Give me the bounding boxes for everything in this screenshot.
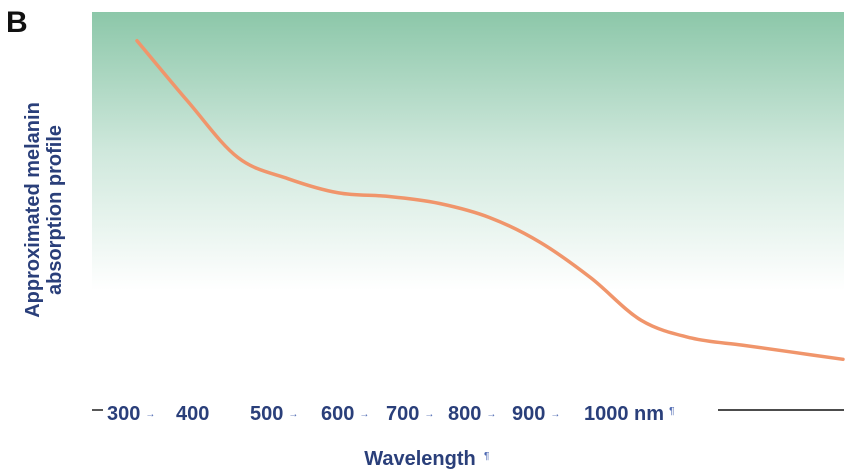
y-axis-label-line-1: Approximated melanin: [22, 102, 44, 318]
x-tick-label: 1000 nm: [584, 403, 664, 425]
x-tick-label: 600: [321, 403, 354, 425]
x-tick-label: 900: [512, 403, 545, 425]
pilcrow-mark: ¶: [669, 406, 674, 417]
tab-arrow-mark: →: [145, 409, 155, 420]
absorption-curve: [135, 38, 845, 362]
x-tick-label: 700: [386, 403, 419, 425]
y-axis-label-line-2: absorption profile: [44, 125, 66, 295]
tab-arrow-mark: →: [288, 409, 298, 420]
x-tick-label: 800: [448, 403, 481, 425]
tab-arrow-mark: →: [486, 409, 496, 420]
tab-arrow-mark: →: [359, 409, 369, 420]
x-tick-label: 300: [107, 403, 140, 425]
y-axis-label: Approximated melanin absorption profile: [22, 102, 66, 318]
tab-arrow-mark: →: [424, 409, 434, 420]
x-tick-label: 500: [250, 403, 283, 425]
panel-label: B: [6, 6, 28, 39]
x-axis-label-mark: ¶: [484, 451, 489, 462]
tab-arrow-mark: →: [550, 409, 560, 420]
x-tick-label: 400: [176, 403, 209, 425]
x-tick-labels: 300 → 400 500 → 600 → 700 → 800 → 900 → 1000 nm ¶: [107, 403, 674, 425]
x-axis-label: Wavelength: [364, 448, 476, 470]
